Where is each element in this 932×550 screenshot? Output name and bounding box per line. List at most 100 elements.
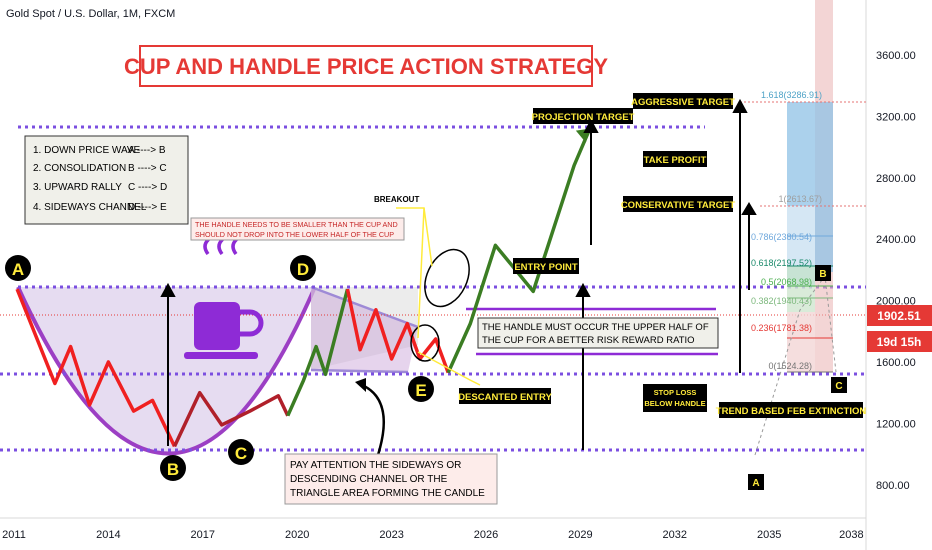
handle-upper-line <box>310 285 419 329</box>
aggressive-target-box <box>633 93 733 109</box>
svg-text:C: C <box>235 444 247 463</box>
fib-blue-column <box>815 102 833 272</box>
stop-loss-line-2: BELOW HANDLE <box>644 399 705 408</box>
point-e: E <box>408 376 434 402</box>
x-tick-label-0: 2011 <box>2 529 26 541</box>
axis-layer: 800.00 1200.00 1600.00 2000.00 2400.00 2800.0… <box>2 50 916 541</box>
arrows <box>160 98 757 450</box>
descanted-entry-label: DESCANTED ENTRY <box>458 392 552 403</box>
pay-attention-line-1: PAY ATTENTION THE SIDEWAYS OR <box>290 460 461 471</box>
pay-attention-line-2: DESCENDING CHANNEL OR THE <box>290 474 448 485</box>
legend-range-2: B ----> C <box>128 163 167 174</box>
stop-loss-line-1: STOP LOSS <box>654 388 697 397</box>
fib-b-box <box>815 265 831 281</box>
take-profit-label: TAKE PROFIT <box>644 155 707 166</box>
y-tick-label-0: 800.00 <box>876 480 910 492</box>
conservative-target-box <box>623 196 733 212</box>
fib-zone-382 <box>787 286 815 312</box>
entry-point-box <box>513 258 579 274</box>
series-line-4 <box>345 288 450 374</box>
y-tick-label-6: 3200.00 <box>876 111 916 123</box>
breakout-ellipse <box>424 248 470 308</box>
y-tick-label-7: 3600.00 <box>876 50 916 62</box>
fib-label-382: 0.382(1940.43) <box>751 296 812 306</box>
x-tick-label-3: 2020 <box>285 529 309 541</box>
y-tick-label-1: 1200.00 <box>876 418 916 430</box>
x-tick-label-7: 2032 <box>663 529 687 541</box>
legend-range-1: A ----> B <box>128 145 166 156</box>
y-tick-label-4: 2400.00 <box>876 234 916 246</box>
legend-step-3: 3. UPWARD RALLY <box>33 182 122 193</box>
stop-loss-box <box>643 384 707 412</box>
x-tick-label-1: 2014 <box>96 529 120 541</box>
projection-target-label: PROJECTION TARGET <box>532 112 635 123</box>
descanted-entry-box <box>459 388 551 404</box>
fib-extension-box <box>719 402 863 418</box>
countdown-badge <box>867 331 932 352</box>
entry-point-label: ENTRY POINT <box>514 262 578 273</box>
x-tick-label-4: 2023 <box>379 529 403 541</box>
point-c: C <box>228 439 254 465</box>
upper-half-note-line-2: THE CUP FOR A BETTER RISK REWARD RATIO <box>482 335 695 346</box>
breakout-pointer-2 <box>417 207 425 339</box>
symbol-header: Gold Spot / U.S. Dollar, 1M, FXCM <box>6 8 175 20</box>
fib-label-5: 0.5(2068.98) <box>761 277 812 287</box>
point-a: A <box>5 255 31 281</box>
fib-a-label: A <box>752 478 759 489</box>
series-line-3 <box>286 288 350 417</box>
series-line-1 <box>15 288 177 448</box>
countdown-badge-label: 19d 15h <box>877 335 922 349</box>
fib-zone-236 <box>787 312 815 372</box>
svg-text:D: D <box>297 260 309 279</box>
descanted-pointer <box>417 351 481 386</box>
fib-label-786: 0.786(2380.54) <box>751 232 812 242</box>
projection-target-box <box>533 108 633 124</box>
handle-note-box <box>190 217 405 241</box>
fib-label-1: 1(2613.67) <box>778 194 822 204</box>
chart-title: CUP AND HANDLE PRICE ACTION STRATEGY <box>124 54 608 79</box>
y-tick-label-3: 2000.00 <box>876 296 916 308</box>
fib-a-box <box>748 474 764 490</box>
handle-triangle <box>311 287 418 372</box>
conservative-target-label: CONSERVATIVE TARGET <box>621 200 736 211</box>
take-profit-box <box>643 151 707 167</box>
fib-label-236: 0.236(1781.38) <box>751 323 812 333</box>
legend-step-4: 4. SIDEWAYS CHANNEL <box>33 202 147 213</box>
handle-note-line-2: SHOULD NOT DROP INTO THE LOWER HALF OF T… <box>195 230 394 239</box>
entry-ellipse <box>410 324 440 362</box>
aggressive-target-label: AGGRESSIVE TARGET <box>631 97 735 108</box>
svg-text:B: B <box>167 460 179 479</box>
fib-c-label: C <box>835 381 842 392</box>
svg-text:E: E <box>415 381 426 400</box>
series-line-2 <box>172 390 290 448</box>
fib-label-1618: 1.618(3286.91) <box>761 90 822 100</box>
price-badge <box>867 305 932 326</box>
fib-extension-label: TREND BASED FEB EXTINCTION <box>716 406 867 417</box>
legend-step-2: 2. CONSOLIDATION <box>33 163 126 174</box>
time-axis-bg <box>0 518 932 550</box>
pay-attention-box <box>284 453 498 505</box>
x-tick-label-9: 2038 <box>839 529 863 541</box>
legend-range-3: C ----> D <box>128 182 167 193</box>
x-tick-label-6: 2029 <box>568 529 592 541</box>
price-badge-label: 1902.51 <box>877 309 921 323</box>
handle-zone <box>311 287 418 370</box>
point-d: D <box>290 255 316 281</box>
y-tick-label-5: 2800.00 <box>876 173 916 185</box>
title-box <box>139 45 593 87</box>
x-tick-label-8: 2035 <box>757 529 781 541</box>
legend-step-1: 1. DOWN PRICE WAVE <box>33 145 141 156</box>
svg-text:A: A <box>12 260 24 279</box>
pay-attention-line-3: TRIANGLE AREA FORMING THE CANDLE <box>290 488 485 499</box>
upper-half-note-box <box>477 317 719 349</box>
curved-arrow <box>361 383 385 456</box>
fib-c-box <box>831 377 847 393</box>
fib-label-618: 0.618(2197.52) <box>751 258 812 268</box>
legend-box <box>24 135 189 225</box>
fib-label-0: 0(1524.28) <box>768 361 812 371</box>
x-tick-label-5: 2026 <box>474 529 498 541</box>
upper-half-note-line-1: THE HANDLE MUST OCCUR THE UPPER HALF OF <box>482 322 709 333</box>
x-tick-label-2: 2017 <box>191 529 215 541</box>
